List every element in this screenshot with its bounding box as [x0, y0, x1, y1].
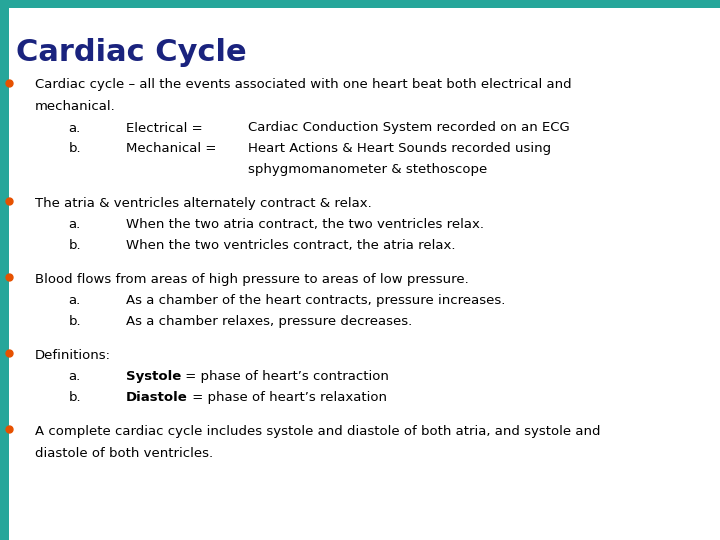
Text: Cardiac Cycle: Cardiac Cycle — [16, 38, 246, 67]
Text: When the two ventricles contract, the atria relax.: When the two ventricles contract, the at… — [126, 239, 456, 252]
Text: sphygmomanometer & stethoscope: sphygmomanometer & stethoscope — [248, 163, 487, 176]
Text: = phase of heart’s contraction: = phase of heart’s contraction — [181, 370, 389, 383]
Text: mechanical.: mechanical. — [35, 100, 115, 113]
Text: a.: a. — [68, 370, 81, 383]
Text: As a chamber of the heart contracts, pressure increases.: As a chamber of the heart contracts, pre… — [126, 294, 505, 307]
Text: When the two atria contract, the two ventricles relax.: When the two atria contract, the two ven… — [126, 218, 484, 231]
Text: Mechanical =: Mechanical = — [126, 142, 217, 155]
Text: Blood flows from areas of high pressure to areas of low pressure.: Blood flows from areas of high pressure … — [35, 273, 468, 286]
Text: a.: a. — [68, 294, 81, 307]
Bar — [0, 0, 9, 540]
Text: a.: a. — [68, 218, 81, 231]
Text: Systole: Systole — [126, 370, 181, 383]
Text: A complete cardiac cycle includes systole and diastole of both atria, and systol: A complete cardiac cycle includes systol… — [35, 425, 600, 438]
Text: b.: b. — [68, 391, 81, 404]
Text: = phase of heart’s relaxation: = phase of heart’s relaxation — [188, 391, 387, 404]
Text: b.: b. — [68, 142, 81, 155]
Text: Electrical =: Electrical = — [126, 122, 202, 134]
Bar — [0, 0, 720, 8]
Text: b.: b. — [68, 315, 81, 328]
Text: Heart Actions & Heart Sounds recorded using: Heart Actions & Heart Sounds recorded us… — [248, 142, 552, 155]
Text: Cardiac cycle – all the events associated with one heart beat both electrical an: Cardiac cycle – all the events associate… — [35, 78, 571, 91]
Text: a.: a. — [68, 122, 81, 134]
Text: Definitions:: Definitions: — [35, 349, 111, 362]
Text: b.: b. — [68, 239, 81, 252]
Text: Diastole: Diastole — [126, 391, 188, 404]
Text: Cardiac Conduction System recorded on an ECG: Cardiac Conduction System recorded on an… — [248, 122, 570, 134]
Text: diastole of both ventricles.: diastole of both ventricles. — [35, 447, 212, 460]
Text: The atria & ventricles alternately contract & relax.: The atria & ventricles alternately contr… — [35, 197, 372, 210]
Text: As a chamber relaxes, pressure decreases.: As a chamber relaxes, pressure decreases… — [126, 315, 413, 328]
